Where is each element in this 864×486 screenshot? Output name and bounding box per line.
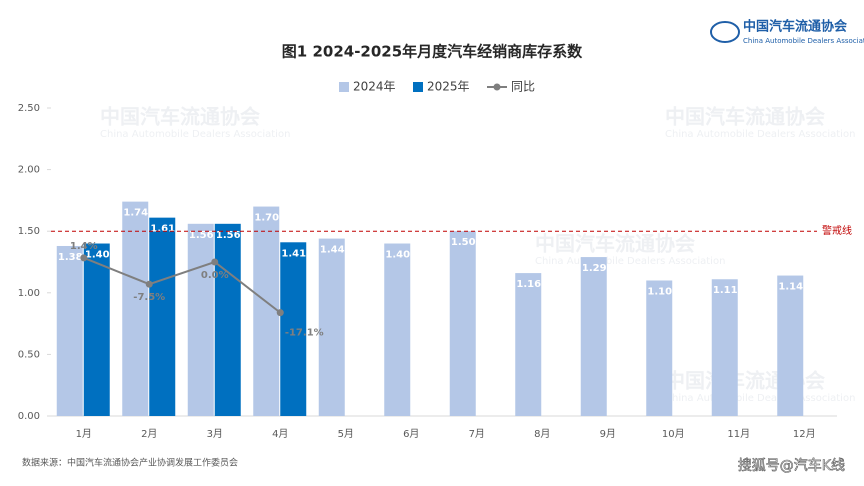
legend-marker (493, 83, 501, 91)
data-label: 1.4% (70, 241, 98, 252)
x-tick-label: 4月 (272, 428, 288, 440)
data-label: 1.29 (582, 263, 607, 274)
x-tick-label: 6月 (403, 428, 419, 440)
data-label: 1.38 (58, 252, 83, 263)
line-marker (211, 258, 219, 266)
watermark: China Automobile Dealers Association (100, 129, 290, 140)
data-label: 1.14 (778, 282, 803, 293)
data-label: 1.10 (647, 286, 672, 297)
legend-label: 2024年 (353, 80, 396, 94)
x-tick-label: 2月 (141, 428, 157, 440)
bar (318, 238, 345, 416)
data-label: 1.41 (281, 248, 306, 259)
data-label: 1.56 (189, 230, 214, 241)
line-marker (80, 254, 88, 262)
x-tick-label: 3月 (207, 428, 223, 440)
x-tick-label: 7月 (469, 428, 485, 440)
watermark: 中国汽车流通协会 (100, 105, 260, 129)
data-label: 1.70 (254, 213, 279, 224)
x-tick-label: 8月 (534, 428, 550, 440)
data-label: 1.50 (451, 237, 476, 248)
data-label: 1.74 (123, 208, 148, 219)
bar (149, 217, 176, 416)
watermark: China Automobile Dealers Association (665, 129, 855, 140)
bar (449, 231, 476, 416)
bar (515, 273, 542, 416)
logo-text: 中国汽车流通协会 (743, 19, 848, 35)
bar (56, 245, 83, 416)
watermark: 中国汽车流通协会 (665, 105, 825, 129)
x-tick-label: 12月 (793, 428, 816, 440)
chart-title: 图1 2024-2025年月度汽车经销商库存系数 (282, 43, 583, 61)
bar (777, 275, 804, 416)
bar (122, 201, 149, 416)
data-label: 1.40 (385, 250, 410, 261)
bar (187, 223, 214, 416)
y-tick-label: 0.00 (18, 411, 40, 422)
data-label: -17.1% (285, 328, 324, 339)
x-tick-label: 1月 (76, 428, 92, 440)
bar (280, 242, 307, 416)
x-tick-label: 10月 (662, 428, 685, 440)
line-marker (276, 309, 284, 317)
data-label: 1.40 (85, 250, 110, 261)
bar (384, 243, 411, 416)
legend-label: 同比 (511, 80, 535, 94)
bar (711, 279, 738, 416)
data-label: 1.11 (713, 285, 738, 296)
watermark: China Automobile Dealers Association (665, 393, 855, 404)
watermark: China Automobile Dealers Association (535, 256, 725, 267)
data-label: 0.0% (201, 270, 229, 281)
logo-subtext: China Automobile Dealers Association (743, 37, 864, 45)
legend-swatch (413, 82, 423, 92)
data-label: 1.44 (320, 245, 345, 256)
y-tick-label: 0.50 (18, 349, 40, 360)
logo-icon (710, 21, 740, 43)
data-label: 1.56 (216, 230, 241, 241)
legend-label: 2025年 (427, 80, 470, 94)
bar (253, 206, 280, 416)
bar (646, 280, 673, 416)
legend-swatch (339, 82, 349, 92)
data-label: 1.16 (516, 279, 541, 290)
reference-label: 警戒线 (822, 224, 852, 237)
line (83, 256, 281, 314)
data-label: -7.5% (133, 292, 165, 303)
x-tick-label: 9月 (600, 428, 616, 440)
credit: 搜狐号@汽车K线 (738, 457, 845, 474)
bar (580, 257, 607, 416)
bar (214, 223, 241, 416)
y-tick-label: 2.50 (18, 103, 40, 114)
y-tick-label: 1.00 (18, 288, 40, 299)
x-tick-label: 11月 (727, 428, 750, 440)
source: 数据来源：中国汽车流通协会产业协调发展工作委员会 (22, 457, 238, 469)
line-marker (145, 280, 153, 288)
data-label: 1.61 (150, 224, 175, 235)
y-tick-label: 2.00 (18, 165, 40, 176)
watermark: 中国汽车流通协会 (535, 232, 695, 256)
bar (83, 243, 110, 416)
x-tick-label: 5月 (338, 428, 354, 440)
y-tick-label: 1.50 (18, 226, 40, 237)
